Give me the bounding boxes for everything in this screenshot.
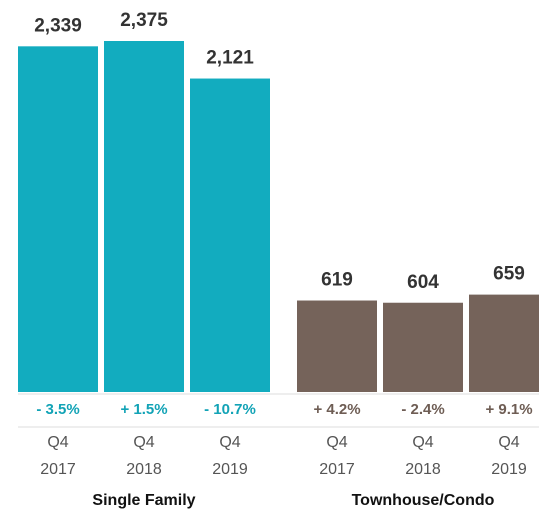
- x-tick-label: Q4: [47, 434, 68, 451]
- value-label: 2,339: [34, 15, 82, 36]
- bar: [18, 46, 98, 392]
- bar: [297, 300, 377, 392]
- change-label: + 9.1%: [485, 401, 532, 418]
- x-tick-label: 2018: [126, 461, 162, 478]
- bar: [383, 302, 463, 392]
- value-label: 2,375: [120, 10, 168, 31]
- group-label: Single Family: [92, 492, 195, 509]
- value-label: 659: [493, 264, 525, 285]
- change-label: - 10.7%: [204, 401, 256, 418]
- x-tick-label: Q4: [133, 434, 154, 451]
- x-tick-label: 2017: [40, 461, 76, 478]
- change-label: - 3.5%: [36, 401, 79, 418]
- bar: [469, 294, 539, 392]
- x-tick-label: Q4: [498, 434, 519, 451]
- x-tick-label: 2019: [491, 461, 527, 478]
- bar: [104, 41, 184, 392]
- value-label: 604: [407, 272, 439, 293]
- group-label: Townhouse/Condo: [352, 492, 495, 509]
- value-label: 2,121: [206, 48, 254, 69]
- x-tick-label: Q4: [412, 434, 433, 451]
- change-label: + 1.5%: [120, 401, 167, 418]
- x-tick-label: 2018: [405, 461, 441, 478]
- x-tick-label: Q4: [219, 434, 240, 451]
- value-label: 619: [321, 270, 353, 291]
- change-label: - 2.4%: [401, 401, 444, 418]
- bar: [190, 78, 270, 393]
- x-tick-label: 2019: [212, 461, 248, 478]
- x-tick-label: 2017: [319, 461, 355, 478]
- x-tick-label: Q4: [326, 434, 347, 451]
- change-label: + 4.2%: [313, 401, 360, 418]
